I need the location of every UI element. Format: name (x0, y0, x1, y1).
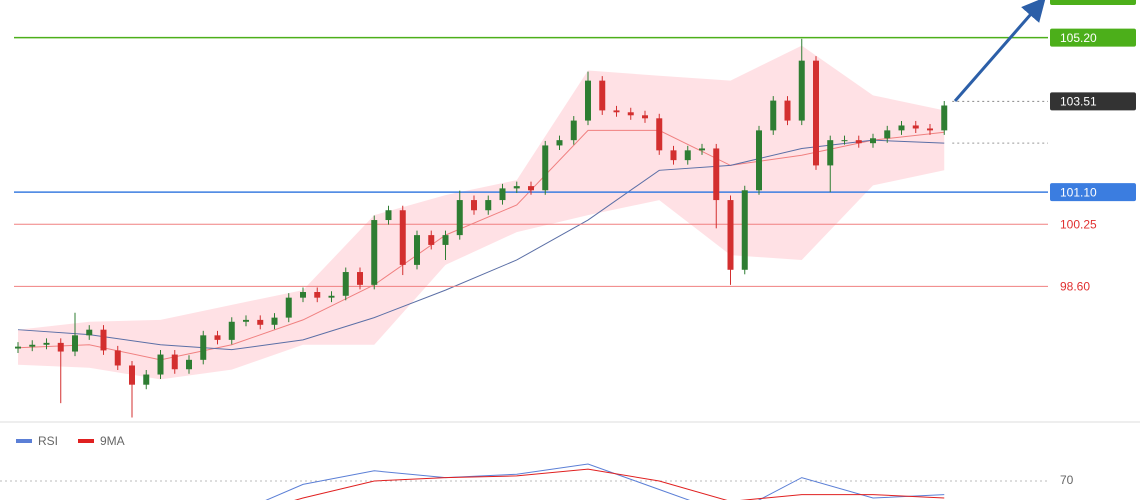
candle-body (670, 150, 677, 161)
candle-body (499, 188, 506, 201)
bollinger-band (18, 45, 945, 380)
candle-body (399, 210, 406, 265)
candle-body (713, 148, 720, 201)
legend-label: 9MA (100, 434, 125, 448)
candle-body (228, 321, 235, 340)
candle-body (912, 125, 919, 129)
candle-body (570, 120, 577, 141)
candle-body (770, 100, 777, 131)
candle-body (741, 190, 748, 270)
candle-body (186, 359, 192, 370)
candle-body (585, 80, 591, 121)
price-label-box (1050, 28, 1136, 47)
legend-swatch (16, 439, 32, 443)
candle-body (428, 235, 435, 245)
candle-body (442, 235, 449, 245)
candle-body (414, 235, 420, 265)
rsi-line (294, 468, 945, 500)
candle-body (243, 319, 249, 322)
candle-body (171, 354, 178, 370)
candle-body (841, 140, 848, 142)
moving-average-slow (17, 139, 945, 351)
candle-body (72, 335, 78, 352)
candle-body (129, 365, 135, 385)
candle-body (528, 186, 534, 191)
candle-body (29, 344, 36, 347)
candle-body (114, 350, 121, 366)
candle-body (556, 140, 563, 146)
candle-body (86, 329, 93, 336)
candle-body (271, 317, 278, 325)
candle-body (371, 220, 378, 285)
price-label: 98.60 (1060, 280, 1090, 294)
offscreen-label (1050, 0, 1136, 5)
candle-body (656, 118, 663, 151)
candle-body (342, 272, 349, 296)
candle-body (627, 112, 634, 116)
candle-body (257, 319, 264, 325)
candle-body (798, 60, 805, 121)
candle-body (898, 125, 905, 131)
candle-body (57, 342, 64, 352)
price-label: 103.51 (1060, 95, 1097, 109)
candle-body (870, 138, 876, 144)
candle-body (471, 200, 477, 211)
trend-arrow (953, 0, 1046, 102)
candle-body (157, 354, 164, 375)
candle-body (15, 346, 21, 349)
price-label-box (1050, 92, 1136, 111)
price-label-box (1050, 183, 1136, 202)
price-label: 101.10 (1060, 185, 1097, 199)
candle-body (285, 297, 292, 318)
rsi-line (265, 463, 945, 500)
candle-body (699, 148, 705, 151)
candle-body (214, 335, 221, 340)
candle-body (200, 335, 207, 360)
candle-body (756, 130, 762, 191)
candle-body (300, 292, 306, 298)
legend-swatch (78, 439, 94, 443)
candle-body (941, 105, 948, 131)
candle-body (784, 100, 791, 121)
candle-body (43, 342, 50, 345)
candle-body (357, 272, 363, 285)
candle-body (314, 292, 321, 298)
candle-body (642, 115, 648, 119)
candle-body (727, 200, 734, 270)
legend-label: RSI (38, 434, 58, 448)
candle-body (827, 140, 834, 166)
candle-body (100, 329, 107, 351)
candle-body (385, 210, 392, 221)
candle-body (328, 295, 335, 298)
candle-body (456, 200, 463, 236)
candle-body (542, 145, 549, 191)
price-label: 105.20 (1060, 31, 1097, 45)
rsi-tick-label: 70 (1060, 473, 1074, 487)
candle-body (143, 374, 150, 385)
candle-body (927, 128, 933, 131)
candle-body (813, 60, 819, 166)
price-label: 100.25 (1060, 217, 1097, 231)
candle-body (599, 80, 606, 111)
candle-body (684, 150, 691, 161)
candle-body (513, 186, 520, 189)
candle-body (485, 200, 492, 211)
candle-body (884, 130, 891, 139)
candle-body (613, 110, 620, 113)
candle-body (855, 140, 862, 144)
